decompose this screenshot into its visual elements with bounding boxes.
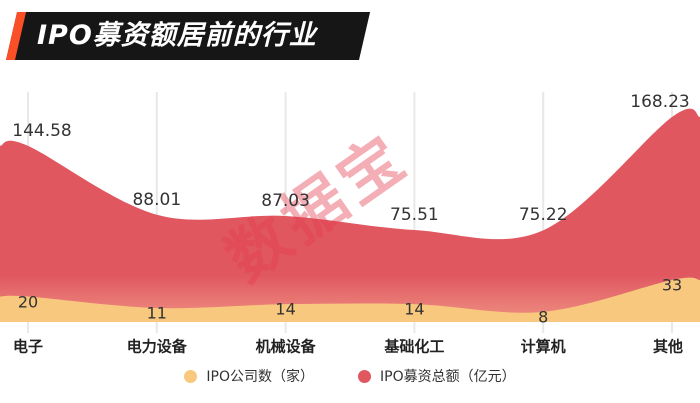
count-label: 11 <box>146 303 167 323</box>
legend-dot <box>184 369 198 383</box>
category-label: 电子 <box>12 337 44 356</box>
legend-item: IPO公司数（家） <box>184 366 314 386</box>
legend-label: IPO公司数（家） <box>206 369 314 385</box>
legend: IPO公司数（家） IPO募资总额（亿元） <box>0 366 700 386</box>
count-label: 14 <box>404 299 425 319</box>
category-label: 其他 <box>652 337 684 356</box>
category-label: 基础化工 <box>384 337 445 356</box>
category-label: 计算机 <box>520 337 566 356</box>
amount-label: 144.58 <box>12 120 72 141</box>
category-label: 电力设备 <box>126 337 187 356</box>
amount-label: 87.03 <box>261 190 310 211</box>
category-label: 机械设备 <box>255 337 316 356</box>
title-banner: IPO募资额居前的行业 <box>6 12 371 60</box>
count-label: 8 <box>538 307 549 327</box>
count-label: 20 <box>17 292 39 312</box>
amount-label: 75.51 <box>390 204 439 225</box>
legend-item: IPO募资总额（亿元） <box>358 366 516 386</box>
amount-label: 75.22 <box>518 205 568 226</box>
amount-label: 88.01 <box>132 189 182 210</box>
legend-label: IPO募资总额（亿元） <box>380 369 516 385</box>
ipo-amount-area <box>0 108 700 322</box>
count-label: 33 <box>661 275 683 295</box>
page-title: IPO募资额居前的行业 <box>37 20 317 51</box>
ipo-company-count-area <box>0 277 700 322</box>
count-label: 14 <box>275 299 296 319</box>
amount-label: 168.23 <box>630 92 690 112</box>
legend-dot <box>358 369 371 383</box>
